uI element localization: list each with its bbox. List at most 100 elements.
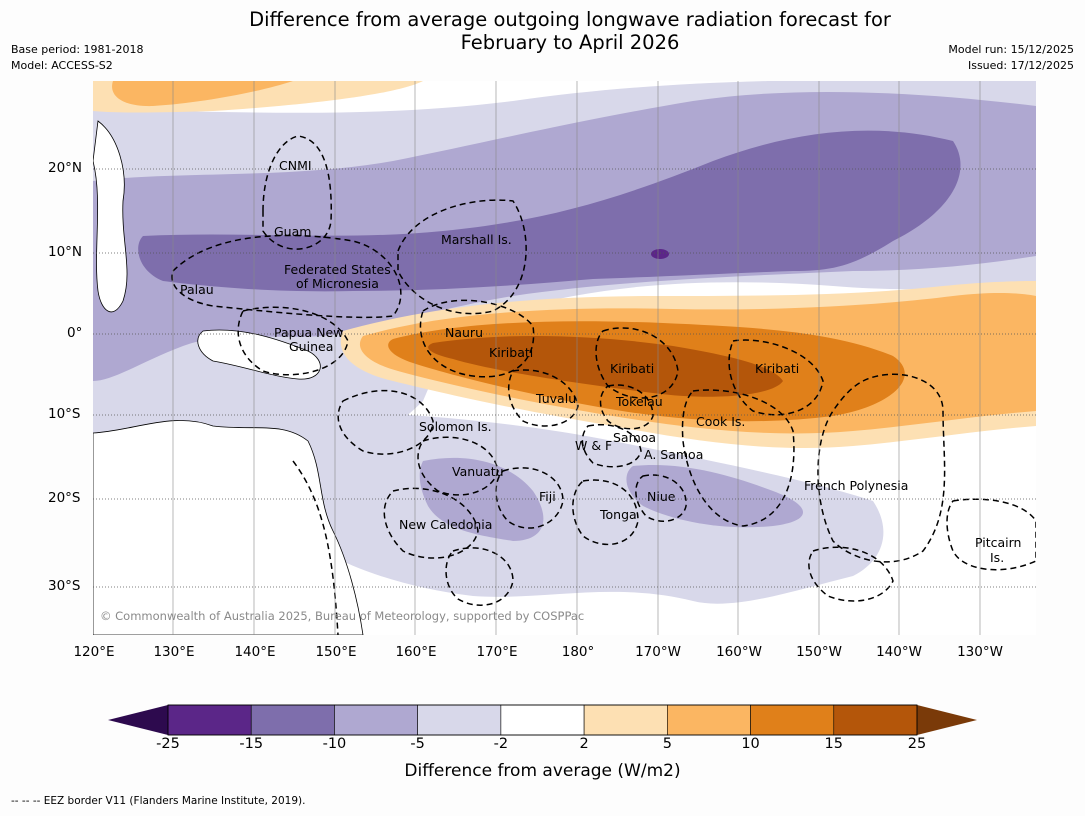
label-marshall: Marshall Is. xyxy=(441,232,512,247)
anomaly-orange-nw xyxy=(112,81,294,107)
eez-nz-kermadec xyxy=(445,547,514,606)
colorbar-segment xyxy=(417,704,502,736)
issued-date: Issued: 17/12/2025 xyxy=(967,59,1074,72)
label-png-2: Guinea xyxy=(289,339,333,354)
eez-kiribati-west xyxy=(419,299,535,378)
label-samoa: Samoa xyxy=(613,430,656,445)
lon-label: 170°W xyxy=(635,644,681,660)
lon-label: 150°E xyxy=(315,644,357,660)
label-wf: W & F xyxy=(575,438,612,453)
eez-solomon xyxy=(337,389,434,455)
lon-label: 120°E xyxy=(73,644,115,660)
anomaly-south-medium-purple xyxy=(419,457,544,541)
eez-australia xyxy=(292,460,339,635)
lat-label: 30°S xyxy=(48,578,81,594)
anomaly-core-deep-purple xyxy=(651,249,669,259)
eez-tuvalu xyxy=(507,369,579,427)
label-fiji: Fiji xyxy=(539,489,556,504)
eez-niue xyxy=(635,474,687,522)
colorbar-title: Difference from average (W/m2) xyxy=(404,761,681,781)
anomaly-band-dark-purple xyxy=(138,130,961,292)
lon-label: 170°E xyxy=(476,644,518,660)
eez-newcal xyxy=(383,487,479,559)
philippines-land xyxy=(93,120,128,313)
label-palau: Palau xyxy=(180,282,214,297)
eez-samoa xyxy=(581,424,642,468)
label-asamoa: A. Samoa xyxy=(644,447,703,462)
label-kiribati-west: Kiribati xyxy=(489,345,533,360)
label-tokelau: Tokelau xyxy=(615,394,663,409)
lat-label: 10°S xyxy=(48,406,81,422)
label-tuvalu: Tuvalu xyxy=(535,391,576,406)
eez-kiribati-central xyxy=(595,327,679,399)
lon-label: 160°W xyxy=(716,644,762,660)
title-line-2: February to April 2026 xyxy=(460,31,680,54)
colorbar-tick-label: 5 xyxy=(662,736,672,752)
eez-vanuatu xyxy=(417,436,499,496)
copyright-credit: © Commonwealth of Australia 2025, Bureau… xyxy=(100,609,585,623)
title-line-1: Difference from average outgoing longwav… xyxy=(249,8,891,31)
anomaly-band-brown xyxy=(428,335,783,397)
eez-marshall xyxy=(397,199,527,315)
label-pitcairn-2: Is. xyxy=(990,550,1004,565)
label-french-polynesia: French Polynesia xyxy=(804,478,908,493)
colorbar-over-arrow xyxy=(917,705,977,735)
label-fsm-2: of Micronesia xyxy=(296,276,379,291)
colorbar-segment xyxy=(334,704,418,736)
colorbar-tick-label: 10 xyxy=(741,736,760,752)
lon-label: 140°E xyxy=(234,644,276,660)
colorbar-tick-label: -15 xyxy=(239,736,264,752)
base-period: Base period: 1981-2018 xyxy=(11,43,144,56)
eez-cnmi xyxy=(262,135,332,250)
label-vanuatu: Vanuatu xyxy=(452,464,504,479)
lat-label: 0° xyxy=(67,325,83,341)
png-land xyxy=(197,329,321,380)
chart-title: Difference from average outgoing longwav… xyxy=(140,8,1000,54)
colorbar-tick-label: -5 xyxy=(410,736,425,752)
colorbar-tick-label: 25 xyxy=(907,736,927,752)
eez-png xyxy=(237,306,349,376)
colorbar xyxy=(108,704,977,736)
eez-fiji xyxy=(495,467,564,529)
colorbar-segment xyxy=(583,704,668,736)
lat-label: 20°N xyxy=(48,160,83,176)
eez-tokelau xyxy=(599,384,654,430)
lon-label: 140°W xyxy=(876,644,922,660)
label-png-1: Papua New xyxy=(274,325,343,340)
label-kiribati-east: Kiribati xyxy=(755,361,799,376)
lat-label: 10°N xyxy=(48,244,83,260)
colorbar-segment xyxy=(250,704,335,736)
label-pitcairn-1: Pitcairn xyxy=(975,535,1021,550)
colorbar-segment xyxy=(750,704,835,736)
label-new-caledonia: New Caledonia xyxy=(399,517,492,532)
lon-label: 130°W xyxy=(957,644,1003,660)
colorbar-segment xyxy=(167,704,252,736)
lat-label: 20°S xyxy=(48,490,81,506)
lon-label: 150°W xyxy=(796,644,842,660)
eez-cook xyxy=(681,389,795,527)
model-name: Model: ACCESS-S2 xyxy=(11,59,113,72)
map-panel: CNMI Guam Marshall Is. Federated States … xyxy=(93,81,1036,635)
label-solomon: Solomon Is. xyxy=(419,419,492,434)
colorbar-under-arrow xyxy=(108,705,168,735)
colorbar-tick-label: -10 xyxy=(322,736,347,752)
lon-label: 160°E xyxy=(395,644,437,660)
lon-label: 180° xyxy=(561,644,595,660)
meta-right: Model run: 15/12/2025 Issued: 17/12/2025 xyxy=(948,42,1074,74)
colorbar-tick-label: 15 xyxy=(824,736,843,752)
map-svg: CNMI Guam Marshall Is. Federated States … xyxy=(93,81,1036,635)
grid-meridians xyxy=(172,81,981,635)
meta-left: Base period: 1981-2018 Model: ACCESS-S2 xyxy=(11,42,143,74)
anomaly-south-medium-purple-2 xyxy=(626,465,803,528)
eez-borders xyxy=(171,135,1036,635)
eez-kiribati-east xyxy=(728,339,824,416)
lon-label: 130°E xyxy=(153,644,195,660)
colorbar-tick-label: -25 xyxy=(156,736,180,752)
label-cnmi: CNMI xyxy=(279,158,312,173)
label-nauru: Nauru xyxy=(445,325,483,340)
label-guam: Guam xyxy=(274,224,311,239)
colorbar-outline xyxy=(167,704,918,736)
model-run: Model run: 15/12/2025 xyxy=(948,43,1074,56)
label-cook: Cook Is. xyxy=(696,414,745,429)
eez-south-chile xyxy=(808,546,894,602)
